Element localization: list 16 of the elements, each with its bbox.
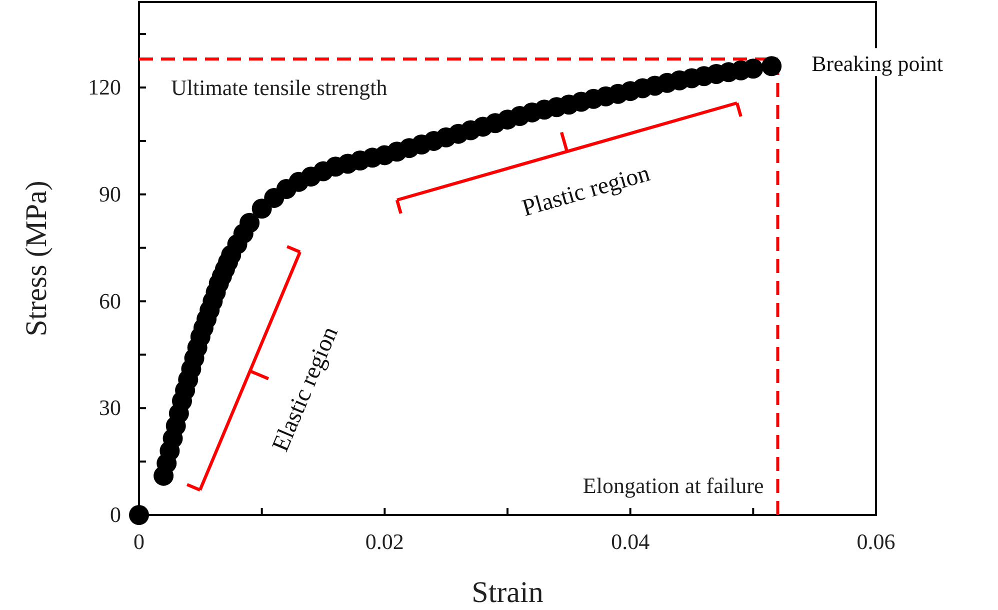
x-axis-title: Strain xyxy=(472,576,544,609)
annotation: Elastic region xyxy=(268,323,344,456)
y-tick-label: 120 xyxy=(88,74,121,100)
annotation: Breaking point xyxy=(812,51,943,76)
x-tick-label: 0.04 xyxy=(611,529,650,554)
y-tick-label: 30 xyxy=(99,395,121,420)
ref-line-label: Ultimate tensile strength xyxy=(171,75,388,100)
x-tick-label: 0 xyxy=(134,529,144,554)
x-tick-label: 0.06 xyxy=(856,529,896,554)
y-axis-title: Stress (MPa) xyxy=(20,180,53,336)
y-tick-label: 60 xyxy=(99,288,121,314)
ref-line-label: Elongation at failure xyxy=(582,473,764,498)
annotation: Plastic region xyxy=(519,160,653,222)
x-tick-label: 0.02 xyxy=(365,529,404,554)
y-tick-label: 90 xyxy=(99,181,121,206)
y-tick-label: 0 xyxy=(110,502,121,527)
